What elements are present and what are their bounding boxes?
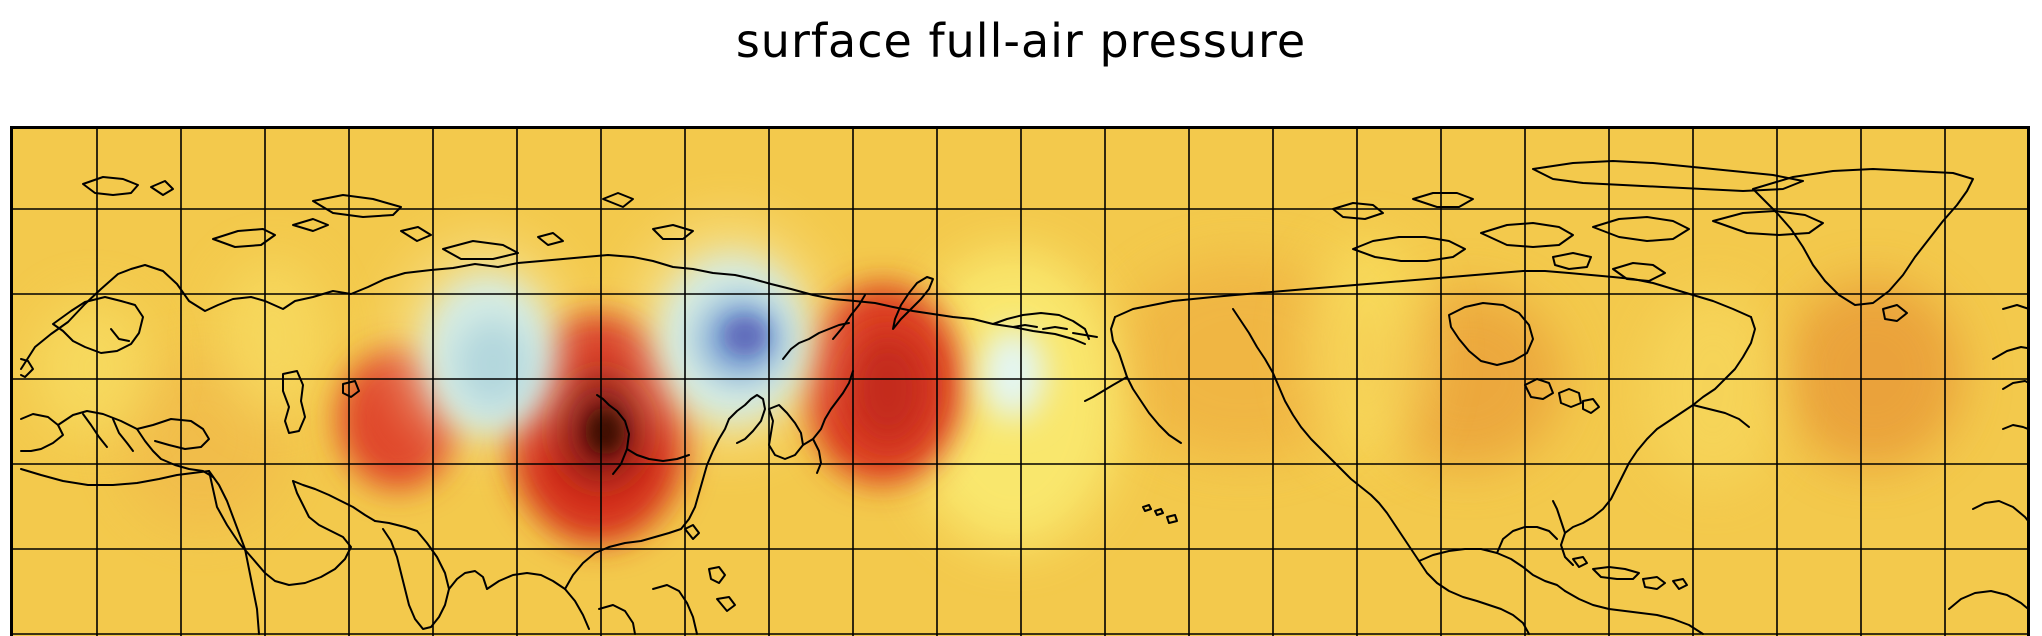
map-panel xyxy=(10,126,2030,636)
graticule xyxy=(13,129,2027,636)
coastlines xyxy=(20,160,2027,635)
pressure-map xyxy=(13,129,2027,636)
map-title: surface full-air pressure xyxy=(735,14,1307,68)
